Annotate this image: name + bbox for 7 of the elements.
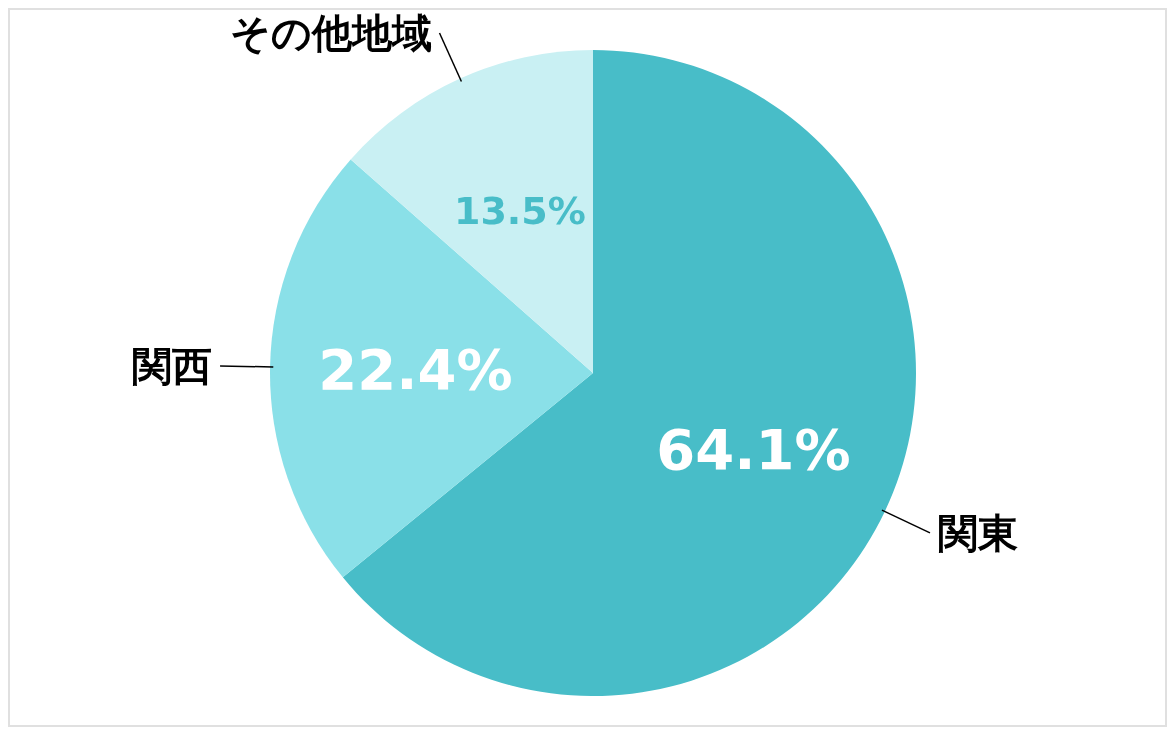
slice-label: 関西 xyxy=(132,342,213,389)
slice-label: 関東 xyxy=(938,509,1018,556)
pie-slice xyxy=(270,159,593,578)
slice-label: その他地域 xyxy=(229,10,432,57)
data-label: 64.1% xyxy=(656,416,851,482)
data-label: 22.4% xyxy=(318,337,513,403)
data-label: 13.5% xyxy=(453,189,586,234)
